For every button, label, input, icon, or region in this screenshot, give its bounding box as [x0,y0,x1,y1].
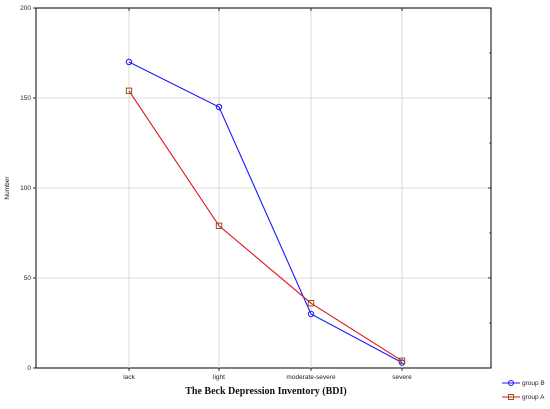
y-axis-title: Number [4,176,11,200]
series-line-group-B [128,61,403,364]
y-tick-label: 100 [20,185,31,192]
x-axis-ticks: lack light moderate-severe severe [123,8,412,381]
y-tick-label: 150 [20,95,31,102]
data-point [215,103,223,111]
y-axis-ticks: 0 50 100 150 200 [20,5,36,372]
x-axis-title: The Beck Depression Inventory (BDI) [185,386,346,397]
y-tick-label: 0 [27,365,31,372]
x-tick-label: lack [123,374,135,381]
legend-label: group B [522,380,545,387]
x-tick-label: light [213,374,225,381]
y-tick-label: 50 [24,275,32,282]
data-point [125,58,133,66]
series-layer [125,58,406,366]
gridlines [36,8,491,368]
data-point [215,222,223,230]
data-point [307,310,315,318]
legend: group B group A [502,380,545,401]
legend-marker [508,380,514,386]
right-axis-ticks [488,7,491,369]
data-point [307,300,315,307]
data-point [125,87,133,94]
series-line-group-A [128,90,403,362]
x-tick-label: severe [392,374,412,381]
y-tick-label: 200 [20,5,31,12]
legend-marker [508,394,514,400]
data-point [398,357,406,365]
x-tick-label: moderate-severe [286,374,336,381]
legend-label: group A [522,394,545,401]
